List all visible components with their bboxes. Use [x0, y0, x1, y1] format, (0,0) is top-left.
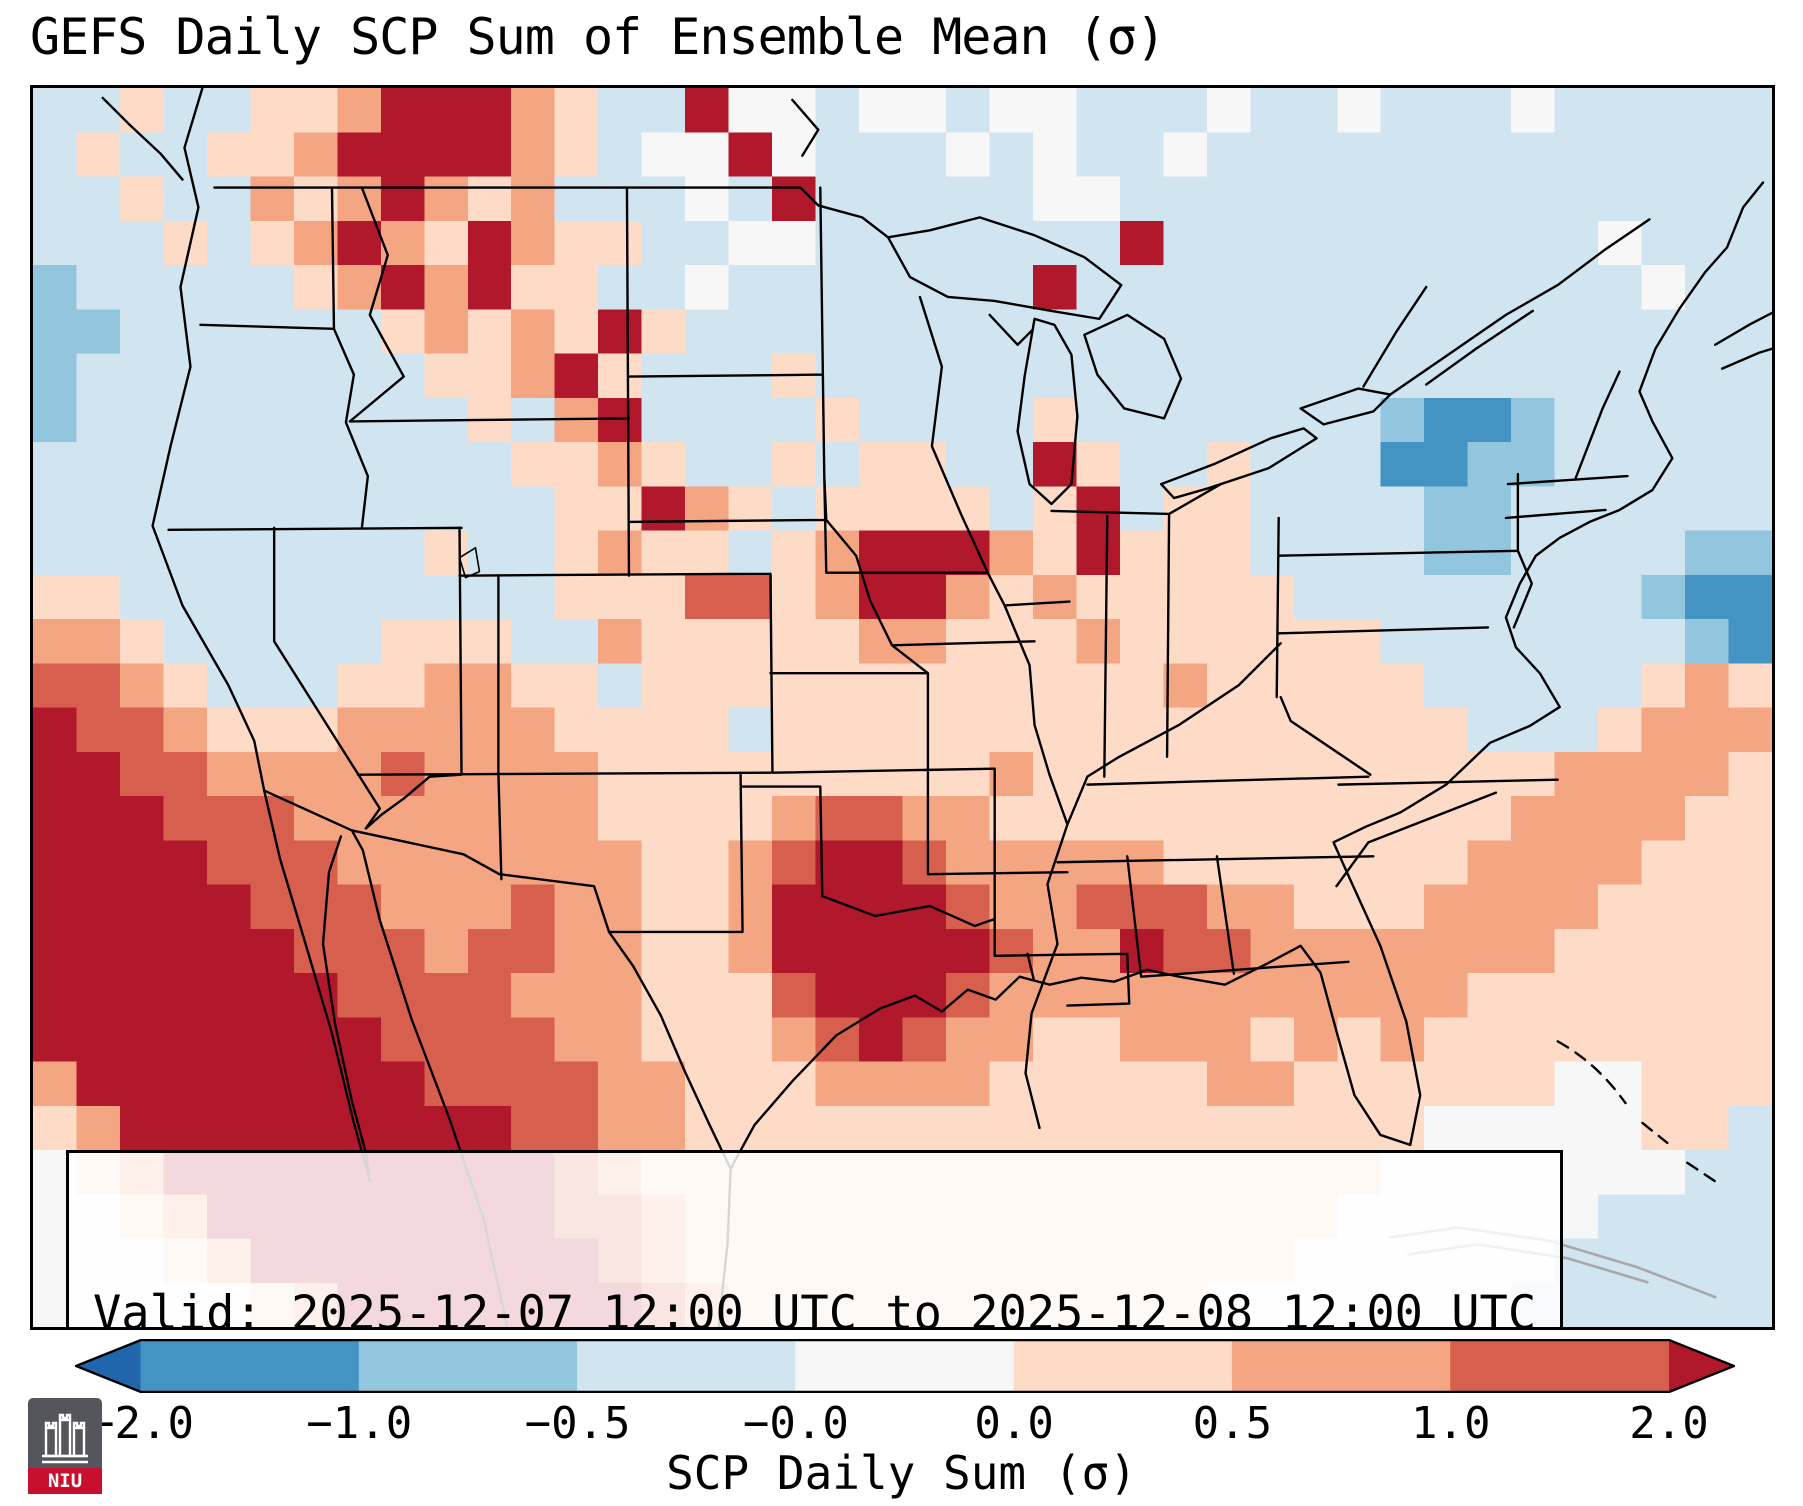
state-borders-east	[1277, 370, 1629, 888]
gulf-atlantic-coastline	[717, 181, 1765, 1327]
us-mexico-border	[263, 789, 732, 1170]
forecast-map: Valid: 2025-12-07 12:00 UTC to 2025-12-0…	[30, 85, 1775, 1330]
colorbar-tick-label: −0.5	[524, 1398, 631, 1449]
us-canada-border	[213, 186, 890, 239]
colorbar-gradient	[72, 1338, 1738, 1394]
bahamas-dashed-islands	[1556, 1040, 1719, 1184]
niu-logo: NIU	[28, 1398, 102, 1494]
st-lawrence-river	[1362, 218, 1651, 396]
colorbar-tick-label: 2.0	[1629, 1398, 1709, 1449]
colorbar-tick-label: −2.0	[88, 1398, 194, 1449]
colorbar-axis-label: SCP Daily Sum (σ)	[666, 1446, 1137, 1500]
lake-ontario-outline	[1299, 387, 1392, 426]
scp-heatmap-canvas	[33, 88, 1772, 1327]
plot-title: GEFS Daily SCP Sum of Ensemble Mean (σ)	[30, 8, 1166, 66]
colorbar-tick-label: −1.0	[306, 1398, 413, 1449]
lake-huron-outline	[1083, 313, 1183, 420]
colorbar-tick-label: 0.5	[1192, 1398, 1273, 1449]
state-borders-west	[167, 186, 774, 934]
castle-icon	[42, 1413, 88, 1464]
lake-erie-outline	[1159, 427, 1318, 500]
baja-peninsula-coastline	[263, 789, 372, 1182]
colorbar	[72, 1338, 1738, 1394]
colorbar-tick-label: −0.0	[742, 1398, 849, 1449]
lake-superior-outline	[886, 216, 1123, 321]
valid-time-line: Valid: 2025-12-07 12:00 UTC to 2025-12-0…	[93, 1286, 1537, 1330]
great-salt-lake-outline	[458, 546, 481, 579]
valid-run-info-box: Valid: 2025-12-07 12:00 UTC to 2025-12-0…	[66, 1150, 1564, 1330]
niu-logo-text: NIU	[48, 1470, 82, 1492]
pacific-coastline	[151, 88, 266, 792]
lake-michigan-outline	[1016, 317, 1079, 506]
colorbar-tick-label: 0.0	[974, 1398, 1054, 1449]
canada-maritime-coastline	[101, 96, 1772, 370]
colorbar-tick-label: 1.0	[1410, 1398, 1491, 1449]
state-borders-central	[627, 186, 1375, 1130]
geography-borders-overlay	[101, 88, 1772, 1327]
